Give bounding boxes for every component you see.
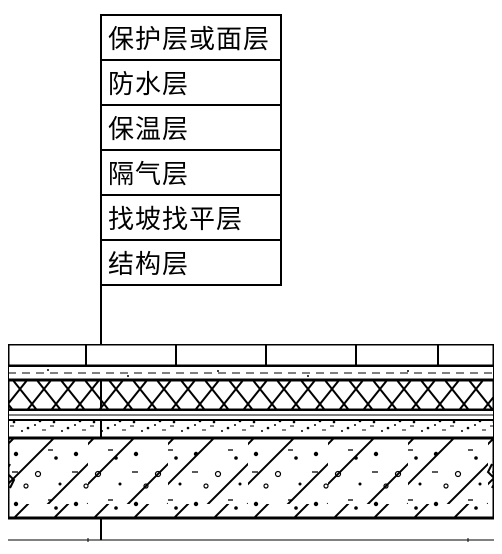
layer-waterproof	[8, 366, 494, 380]
layer-structural-slab	[8, 438, 494, 518]
label-row: 保护层或面层	[102, 16, 280, 61]
label-row: 结构层	[102, 241, 280, 286]
label-vapor-barrier: 隔气层	[108, 160, 189, 189]
layer-insulation	[8, 380, 494, 410]
label-screed: 找坡找平层	[108, 205, 243, 234]
cross-section	[8, 344, 494, 544]
label-protection: 保护层或面层	[108, 25, 270, 54]
label-row: 防水层	[102, 61, 280, 106]
layer-screed-slope	[8, 420, 494, 438]
label-row: 隔气层	[102, 151, 280, 196]
label-row: 找坡找平层	[102, 196, 280, 241]
label-waterproof: 防水层	[108, 70, 189, 99]
layer-label-list: 保护层或面层 防水层 保温层 隔气层 找坡找平层 结构层	[100, 14, 282, 286]
layer-vapor-barrier	[8, 410, 494, 420]
label-structural: 结构层	[108, 250, 189, 279]
label-insulation: 保温层	[108, 115, 189, 144]
roof-layer-diagram: 保护层或面层 防水层 保温层 隔气层 找坡找平层 结构层	[0, 0, 502, 554]
label-row: 保温层	[102, 106, 280, 151]
layer-protection-surface	[8, 344, 494, 366]
